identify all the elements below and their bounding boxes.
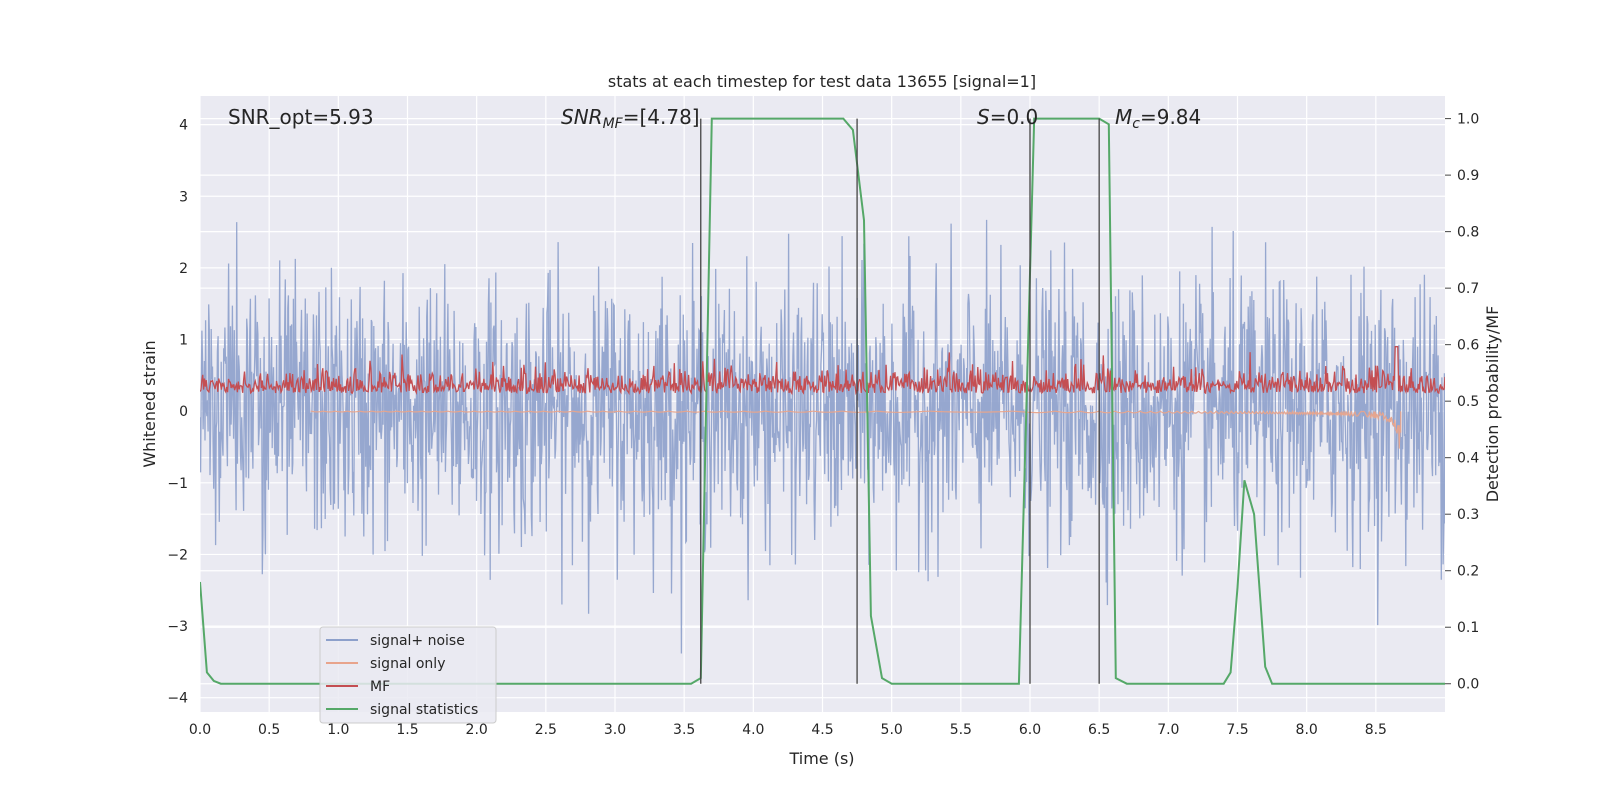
y-tick-label: 0 <box>179 404 188 420</box>
x-tick-label: 1.5 <box>396 722 418 738</box>
y-axis-ticks: 4 3 2 1 0 −1 −2 −3 −4 <box>167 118 188 707</box>
x-tick-label: 7.0 <box>1157 722 1179 738</box>
y2-tick-label: 0.5 <box>1457 394 1479 410</box>
annotation-mc-value: =9.84 <box>1140 105 1201 129</box>
y2-tick-label: 0.9 <box>1457 168 1479 184</box>
annotation-s-value: =0.0 <box>990 105 1039 129</box>
y-tick-label: 2 <box>179 261 188 277</box>
y2-tick-label: 0.0 <box>1457 677 1479 693</box>
x-tick-label: 7.5 <box>1226 722 1248 738</box>
y2-tick-label: 0.4 <box>1457 451 1479 467</box>
y-tick-label: 4 <box>179 118 188 134</box>
y2-tick-label: 1.0 <box>1457 112 1479 128</box>
x-tick-label: 3.0 <box>604 722 626 738</box>
annotation-snr-mf-base: SNR <box>561 105 603 129</box>
y2-tick-label: 0.6 <box>1457 338 1479 354</box>
x-tick-label: 0.0 <box>189 722 211 738</box>
annotation-snr-mf-value: =[4.78] <box>623 105 700 129</box>
y2-tick-label: 0.3 <box>1457 507 1479 523</box>
x-axis-ticks: 0.0 0.5 1.0 1.5 2.0 2.5 3.0 3.5 4.0 4.5 5.0 5.5 6.0 6… <box>189 722 1387 738</box>
legend-label-mf: MF <box>370 679 390 695</box>
x-tick-label: 1.0 <box>327 722 349 738</box>
y-tick-label: −4 <box>167 691 188 707</box>
x-axis-label: Time (s) <box>788 749 854 768</box>
legend: signal+ noise signal only MF signal stat… <box>319 626 497 724</box>
y-axis-label: Whitened strain <box>140 340 159 467</box>
series-layer <box>200 117 1445 685</box>
chart-title: stats at each timestep for test data 136… <box>608 72 1036 91</box>
annotation-snr-opt: SNR_opt=5.93 <box>228 105 374 129</box>
x-tick-label: 8.0 <box>1296 722 1318 738</box>
y-tick-label: −3 <box>167 619 188 635</box>
x-tick-label: 2.5 <box>535 722 557 738</box>
y2-axis-ticks: 1.0 0.9 0.8 0.7 0.6 0.5 0.4 0.3 0.2 0.1 0.0 <box>1445 112 1479 693</box>
vertical-markers <box>700 118 1100 684</box>
legend-label-signal-only: signal only <box>370 656 445 672</box>
x-tick-label: 5.5 <box>950 722 972 738</box>
y2-tick-label: 0.2 <box>1457 564 1479 580</box>
series-signal-noise <box>200 219 1445 654</box>
legend-box <box>319 626 497 724</box>
x-tick-label: 3.5 <box>673 722 695 738</box>
x-tick-label: 8.5 <box>1365 722 1387 738</box>
annotation-mc-base: M <box>1115 105 1132 129</box>
x-tick-label: 4.5 <box>811 722 833 738</box>
legend-label-signal-statistics: signal statistics <box>370 702 478 718</box>
x-tick-label: 0.5 <box>258 722 280 738</box>
y2-tick-label: 0.8 <box>1457 225 1479 241</box>
x-tick-label: 6.0 <box>1019 722 1041 738</box>
y-tick-label: −1 <box>167 476 188 492</box>
annotation-mc: Mc=9.84 <box>1115 105 1201 132</box>
annotation-mc-sub: c <box>1132 116 1140 132</box>
y2-axis-label: Detection probability/MF <box>1483 306 1502 503</box>
series-mf <box>200 346 1445 396</box>
y-tick-label: 3 <box>179 189 188 205</box>
series-signal-only <box>310 409 1402 449</box>
legend-label-signal-noise: signal+ noise <box>370 633 465 649</box>
y2-tick-label: 0.1 <box>1457 620 1479 636</box>
y-tick-label: −2 <box>167 547 188 563</box>
annotation-s-var: S <box>977 105 990 129</box>
x-tick-label: 2.0 <box>466 722 488 738</box>
y-tick-label: 1 <box>179 333 188 349</box>
x-tick-label: 4.0 <box>742 722 764 738</box>
annotation-snr-mf-sub: MF <box>603 116 624 132</box>
annotation-s: S=0.0 <box>977 105 1038 129</box>
annotation-snr-mf: SNRMF=[4.78] <box>561 105 700 132</box>
x-tick-label: 6.5 <box>1088 722 1110 738</box>
y2-tick-label: 0.7 <box>1457 281 1479 297</box>
x-tick-label: 5.0 <box>881 722 903 738</box>
